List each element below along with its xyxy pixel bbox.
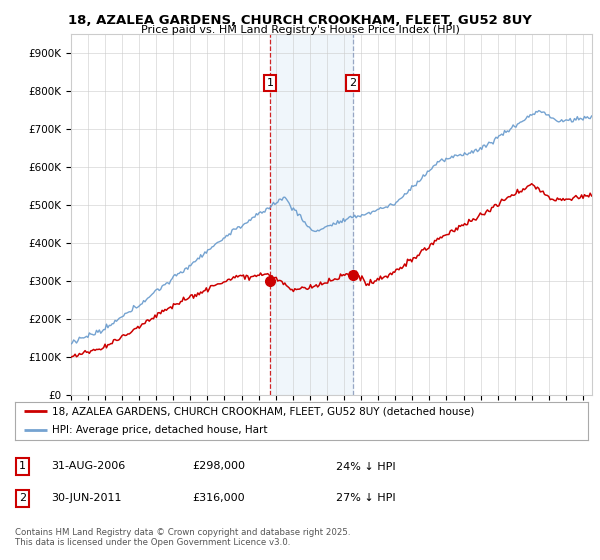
Text: £316,000: £316,000 [192,493,245,503]
Text: 18, AZALEA GARDENS, CHURCH CROOKHAM, FLEET, GU52 8UY (detached house): 18, AZALEA GARDENS, CHURCH CROOKHAM, FLE… [52,406,475,416]
Text: 1: 1 [266,78,274,88]
Text: 30-JUN-2011: 30-JUN-2011 [51,493,121,503]
Text: 31-AUG-2006: 31-AUG-2006 [51,461,125,472]
Bar [270,34,353,395]
Text: HPI: Average price, detached house, Hart: HPI: Average price, detached house, Hart [52,425,268,435]
Text: 24% ↓ HPI: 24% ↓ HPI [336,461,395,472]
Text: Contains HM Land Registry data © Crown copyright and database right 2025.
This d: Contains HM Land Registry data © Crown c… [15,528,350,547]
Text: 1: 1 [19,461,26,472]
Text: Price paid vs. HM Land Registry's House Price Index (HPI): Price paid vs. HM Land Registry's House … [140,25,460,35]
Text: 18, AZALEA GARDENS, CHURCH CROOKHAM, FLEET, GU52 8UY: 18, AZALEA GARDENS, CHURCH CROOKHAM, FLE… [68,14,532,27]
Text: 27% ↓ HPI: 27% ↓ HPI [336,493,395,503]
Text: 2: 2 [349,78,356,88]
Text: 2: 2 [19,493,26,503]
Text: £298,000: £298,000 [192,461,245,472]
